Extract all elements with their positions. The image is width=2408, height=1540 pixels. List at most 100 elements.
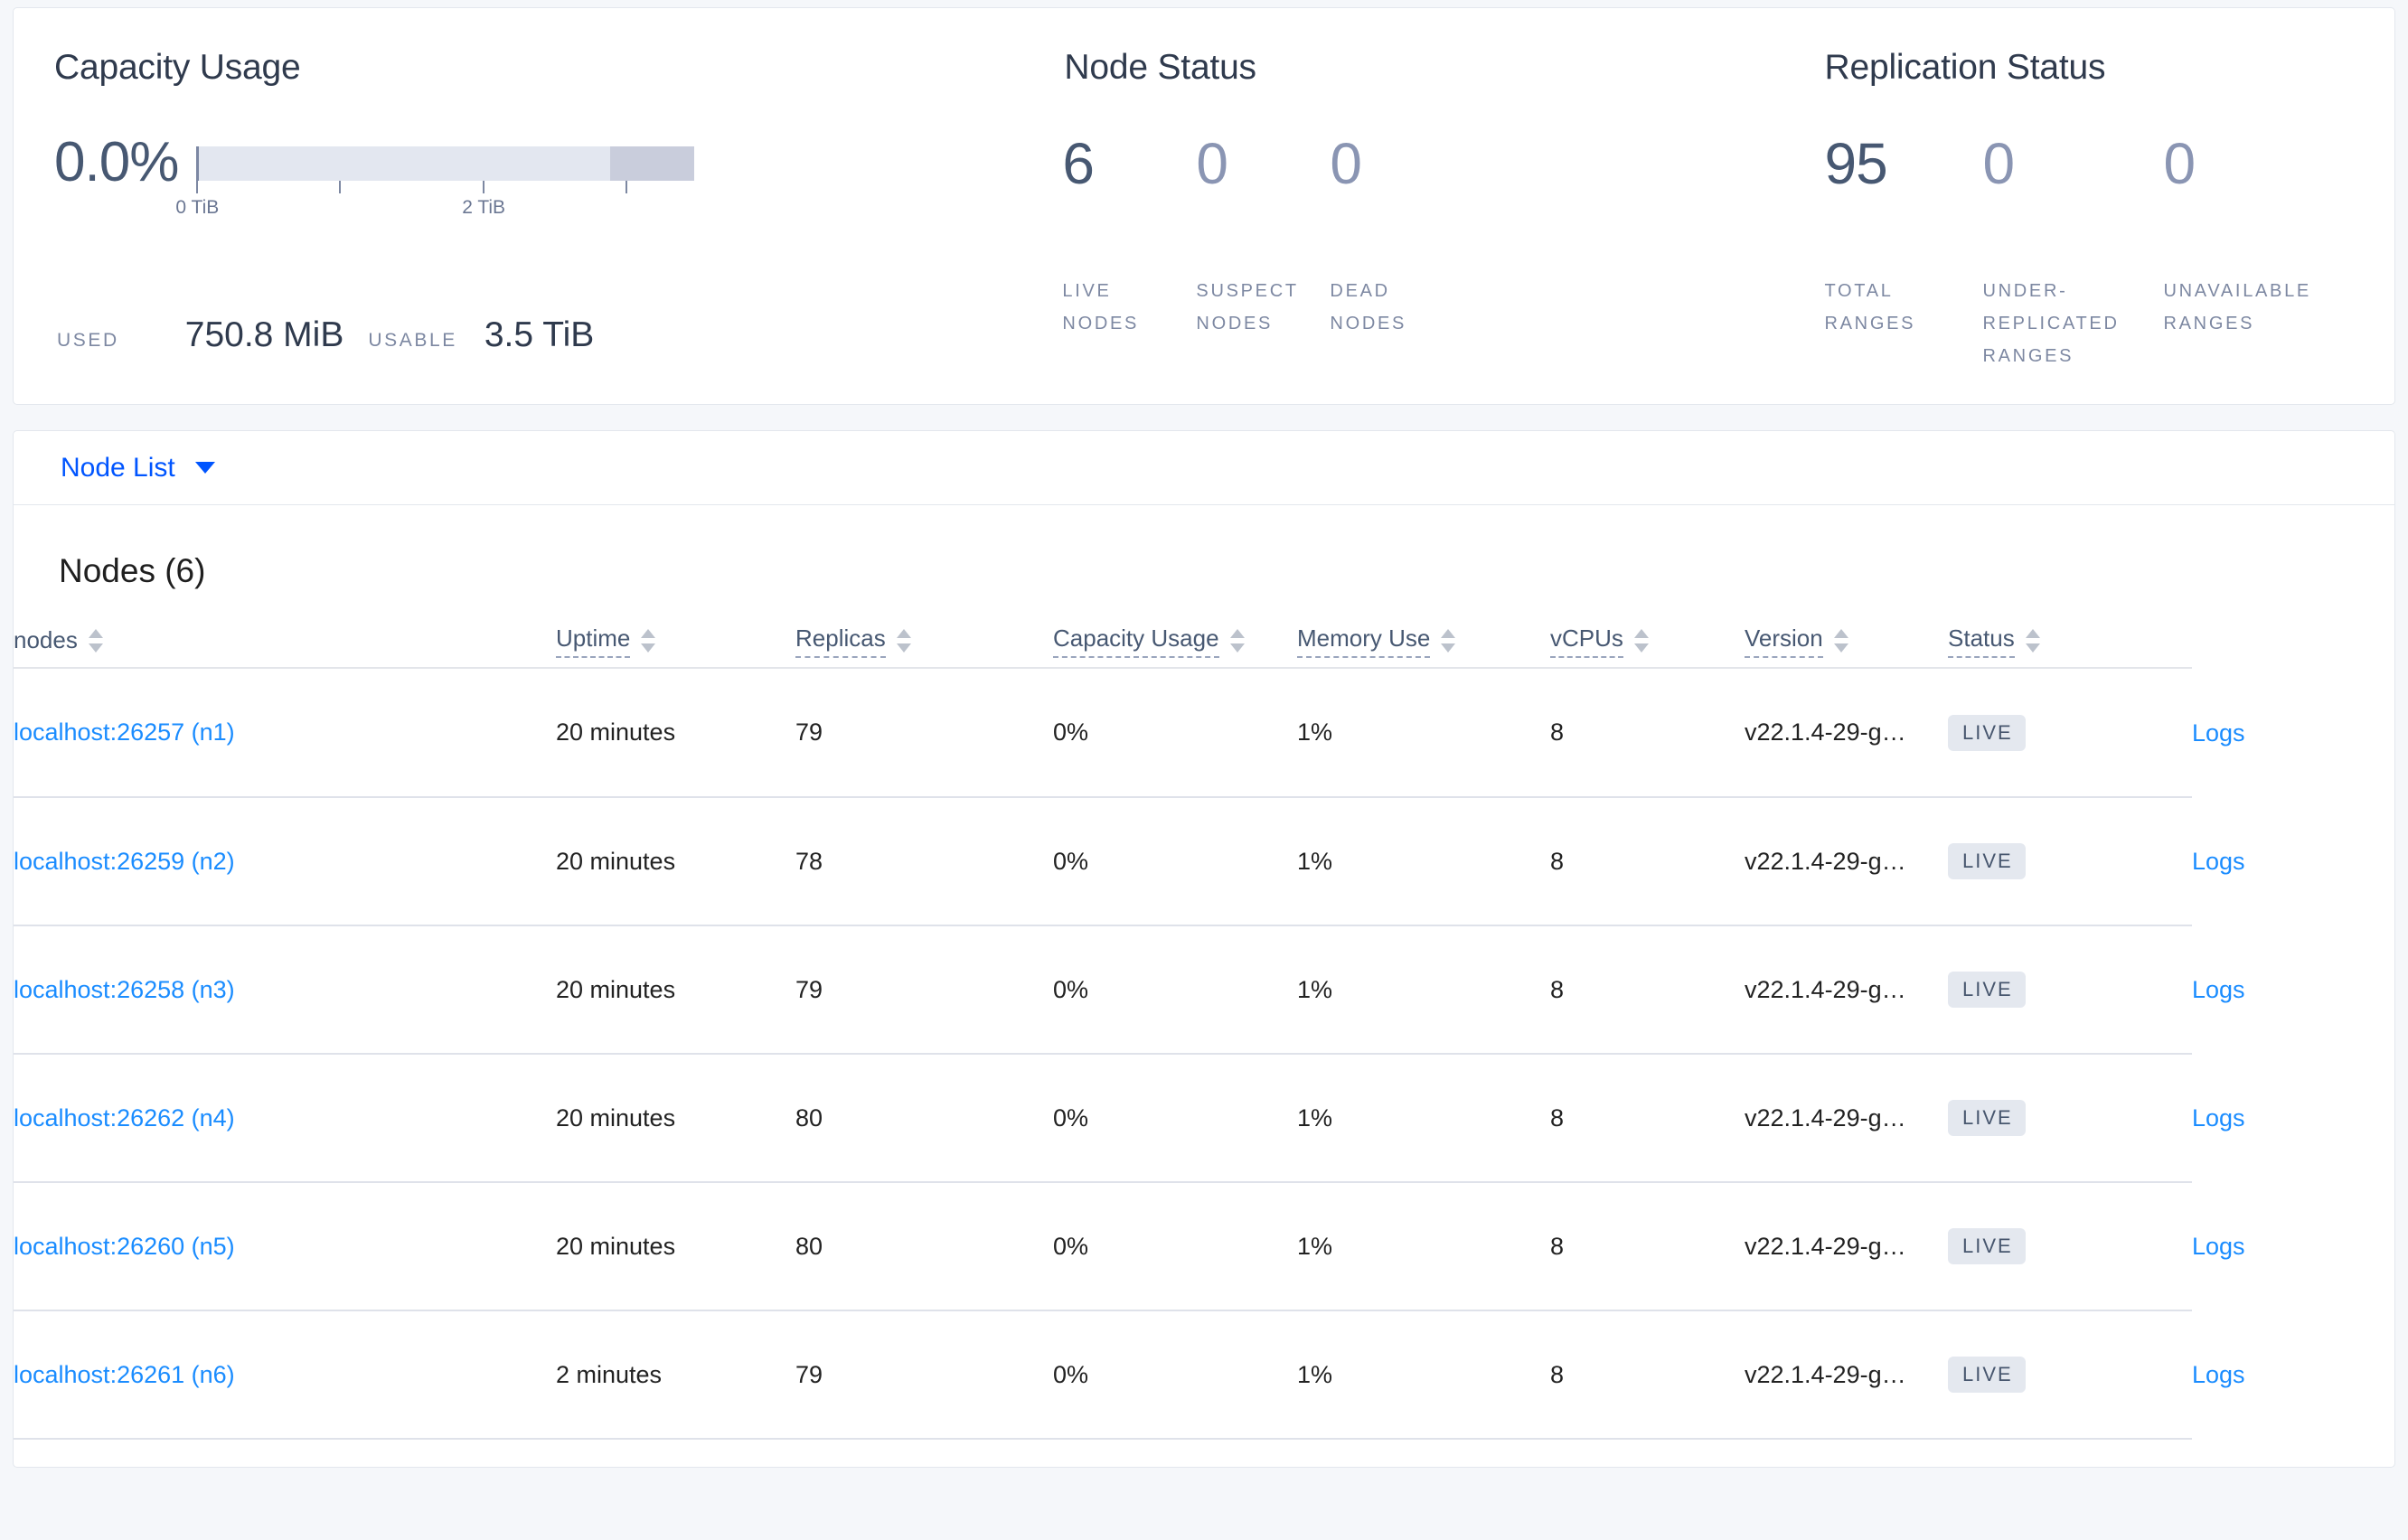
cell-uptime: 20 minutes [556, 925, 795, 1055]
cell-node-name: localhost:26262 (n4) [14, 1054, 556, 1183]
cell-node-name: localhost:26258 (n3) [14, 925, 556, 1055]
node-link[interactable]: localhost:26258 (n3) [14, 975, 235, 1003]
capacity-tick-label-2: 2 TiB [462, 197, 506, 218]
cell-capacity: 0% [1053, 797, 1297, 926]
column-header-capacity[interactable]: Capacity Usage [1053, 624, 1297, 667]
cell-vcpus: 8 [1550, 1182, 1745, 1311]
table-row: localhost:26260 (n5) 20 minutes 80 0% 1% 8 v22… [14, 1182, 2394, 1311]
node-list-title: Nodes (6) [59, 552, 206, 589]
table-header-rule [14, 667, 2394, 669]
status-badge: LIVE [1948, 972, 2026, 1008]
replication-status-metric-value: 95 [1824, 131, 1888, 196]
sort-icon-version[interactable] [1833, 629, 1848, 658]
node-link[interactable]: localhost:26262 (n4) [14, 1103, 235, 1132]
cell-uptime: 20 minutes [556, 797, 795, 926]
column-header-uptime[interactable]: Uptime [556, 624, 795, 667]
cell-memory: 1% [1297, 1054, 1550, 1183]
cell-node-name: localhost:26257 (n1) [14, 669, 556, 798]
sort-icon-replicas[interactable] [896, 629, 911, 658]
cell-capacity: 0% [1053, 669, 1297, 798]
cell-node-name: localhost:26260 (n5) [14, 1182, 556, 1311]
column-header-label-uptime: Uptime [556, 624, 631, 658]
cell-version: v22.1.4-29-g… [1745, 1054, 1948, 1183]
logs-link[interactable]: Logs [2192, 1103, 2245, 1132]
tab-node-list[interactable]: Node List [61, 453, 215, 484]
cell-node-name: localhost:26259 (n2) [14, 797, 556, 926]
cell-logs: Logs [2192, 925, 2394, 1054]
sort-icon-memory[interactable] [1441, 629, 1456, 658]
logs-link[interactable]: Logs [2192, 1232, 2245, 1260]
cell-memory: 1% [1297, 925, 1550, 1055]
cell-uptime: 20 minutes [556, 1054, 795, 1183]
replication-status-metric: 0 UNAVAILABLE RANGES [2163, 131, 2363, 333]
capacity-percent-value: 0.0% [54, 131, 179, 193]
capacity-tick-label-0: 0 TiB [175, 197, 220, 218]
sort-icon-capacity[interactable] [1229, 629, 1245, 658]
node-status-metrics: 6 LIVE NODES 0 SUSPECT NODES 0 DEAD NODES [1062, 135, 1510, 333]
cell-replicas: 79 [795, 669, 1053, 798]
replication-status-metric-label: UNAVAILABLE RANGES [2163, 281, 2311, 333]
usable-value: 3.5 TiB [484, 315, 595, 354]
node-status-metric-label: SUSPECT NODES [1196, 281, 1299, 333]
logs-link[interactable]: Logs [2192, 847, 2245, 875]
replication-status-section: Replication Status 95 TOTAL RANGES 0 UNDER-… [1800, 8, 2395, 404]
logs-link[interactable]: Logs [2192, 718, 2245, 747]
capacity-bar-group: 0 TiB 2 TiB [175, 135, 695, 219]
nodes-table: nodes Uptime Replicas Capacity Usage Memory … [14, 624, 2394, 1440]
node-list-tabbar: Node List [13, 430, 2395, 504]
column-header-label-nodes: nodes [14, 626, 78, 653]
status-badge: LIVE [1948, 714, 2026, 751]
capacity-tick-3 [626, 181, 628, 193]
replication-status-metric-value: 0 [1982, 131, 2016, 196]
cell-status: LIVE [1948, 669, 2192, 798]
cell-capacity: 0% [1053, 1054, 1297, 1183]
node-status-section: Node Status 6 LIVE NODES 0 SUSPECT NODES 0 DE… [1037, 8, 1799, 404]
cell-status: LIVE [1948, 1310, 2192, 1440]
table-header-rule-cell [14, 667, 2192, 669]
logs-link[interactable]: Logs [2192, 975, 2245, 1003]
sort-icon-status[interactable] [2025, 629, 2040, 658]
node-link[interactable]: localhost:26260 (n5) [14, 1232, 235, 1260]
cell-logs: Logs [2192, 1054, 2394, 1182]
column-header-version[interactable]: Version [1745, 624, 1948, 667]
replication-status-metric: 95 TOTAL RANGES [1824, 131, 1983, 333]
cell-logs: Logs [2192, 1182, 2394, 1310]
status-badge: LIVE [1948, 843, 2026, 879]
table-header-rule-spacer [2192, 667, 2394, 669]
cell-memory: 1% [1297, 1310, 1550, 1440]
capacity-bar-usable-fill [196, 146, 610, 181]
node-link[interactable]: localhost:26259 (n2) [14, 847, 235, 875]
sort-icon-vcpus[interactable] [1633, 629, 1649, 658]
cell-logs: Logs [2192, 1310, 2394, 1439]
cell-status: LIVE [1948, 1182, 2192, 1311]
sort-icon-nodes[interactable] [88, 629, 103, 658]
cell-memory: 1% [1297, 669, 1550, 798]
column-header-replicas[interactable]: Replicas [795, 624, 1053, 667]
column-header-vcpus[interactable]: vCPUs [1550, 624, 1745, 667]
cell-version: v22.1.4-29-g… [1745, 797, 1948, 926]
node-link[interactable]: localhost:26261 (n6) [14, 1360, 235, 1388]
cell-version: v22.1.4-29-g… [1745, 1310, 1948, 1440]
table-row: localhost:26258 (n3) 20 minutes 79 0% 1% 8 v22… [14, 925, 2394, 1055]
node-link[interactable]: localhost:26257 (n1) [14, 718, 235, 746]
logs-link[interactable]: Logs [2192, 1360, 2245, 1388]
cell-replicas: 79 [795, 1310, 1053, 1440]
cell-version: v22.1.4-29-g… [1745, 1182, 1948, 1311]
cell-capacity: 0% [1053, 1182, 1297, 1311]
cell-version: v22.1.4-29-g… [1745, 925, 1948, 1055]
cell-replicas: 80 [795, 1054, 1053, 1183]
capacity-tick-2 [483, 181, 485, 193]
sort-icon-uptime[interactable] [641, 629, 656, 658]
nodes-table-head: nodes Uptime Replicas Capacity Usage Memory … [14, 624, 2394, 669]
replication-status-metric-value: 0 [2163, 131, 2196, 196]
cell-memory: 1% [1297, 1182, 1550, 1311]
column-header-memory[interactable]: Memory Use [1297, 624, 1550, 667]
capacity-usage-section: Capacity Usage 0.0% 0 TiB 2 TiB USED 750.… [14, 8, 1037, 404]
table-row: localhost:26259 (n2) 20 minutes 78 0% 1% 8 v22… [14, 797, 2394, 926]
cell-vcpus: 8 [1550, 1310, 1745, 1440]
column-header-nodes[interactable]: nodes [14, 624, 556, 667]
capacity-tick-1 [339, 181, 342, 193]
column-header-status[interactable]: Status [1948, 624, 2192, 667]
cell-memory: 1% [1297, 797, 1550, 926]
capacity-usage-title: Capacity Usage [54, 48, 301, 87]
